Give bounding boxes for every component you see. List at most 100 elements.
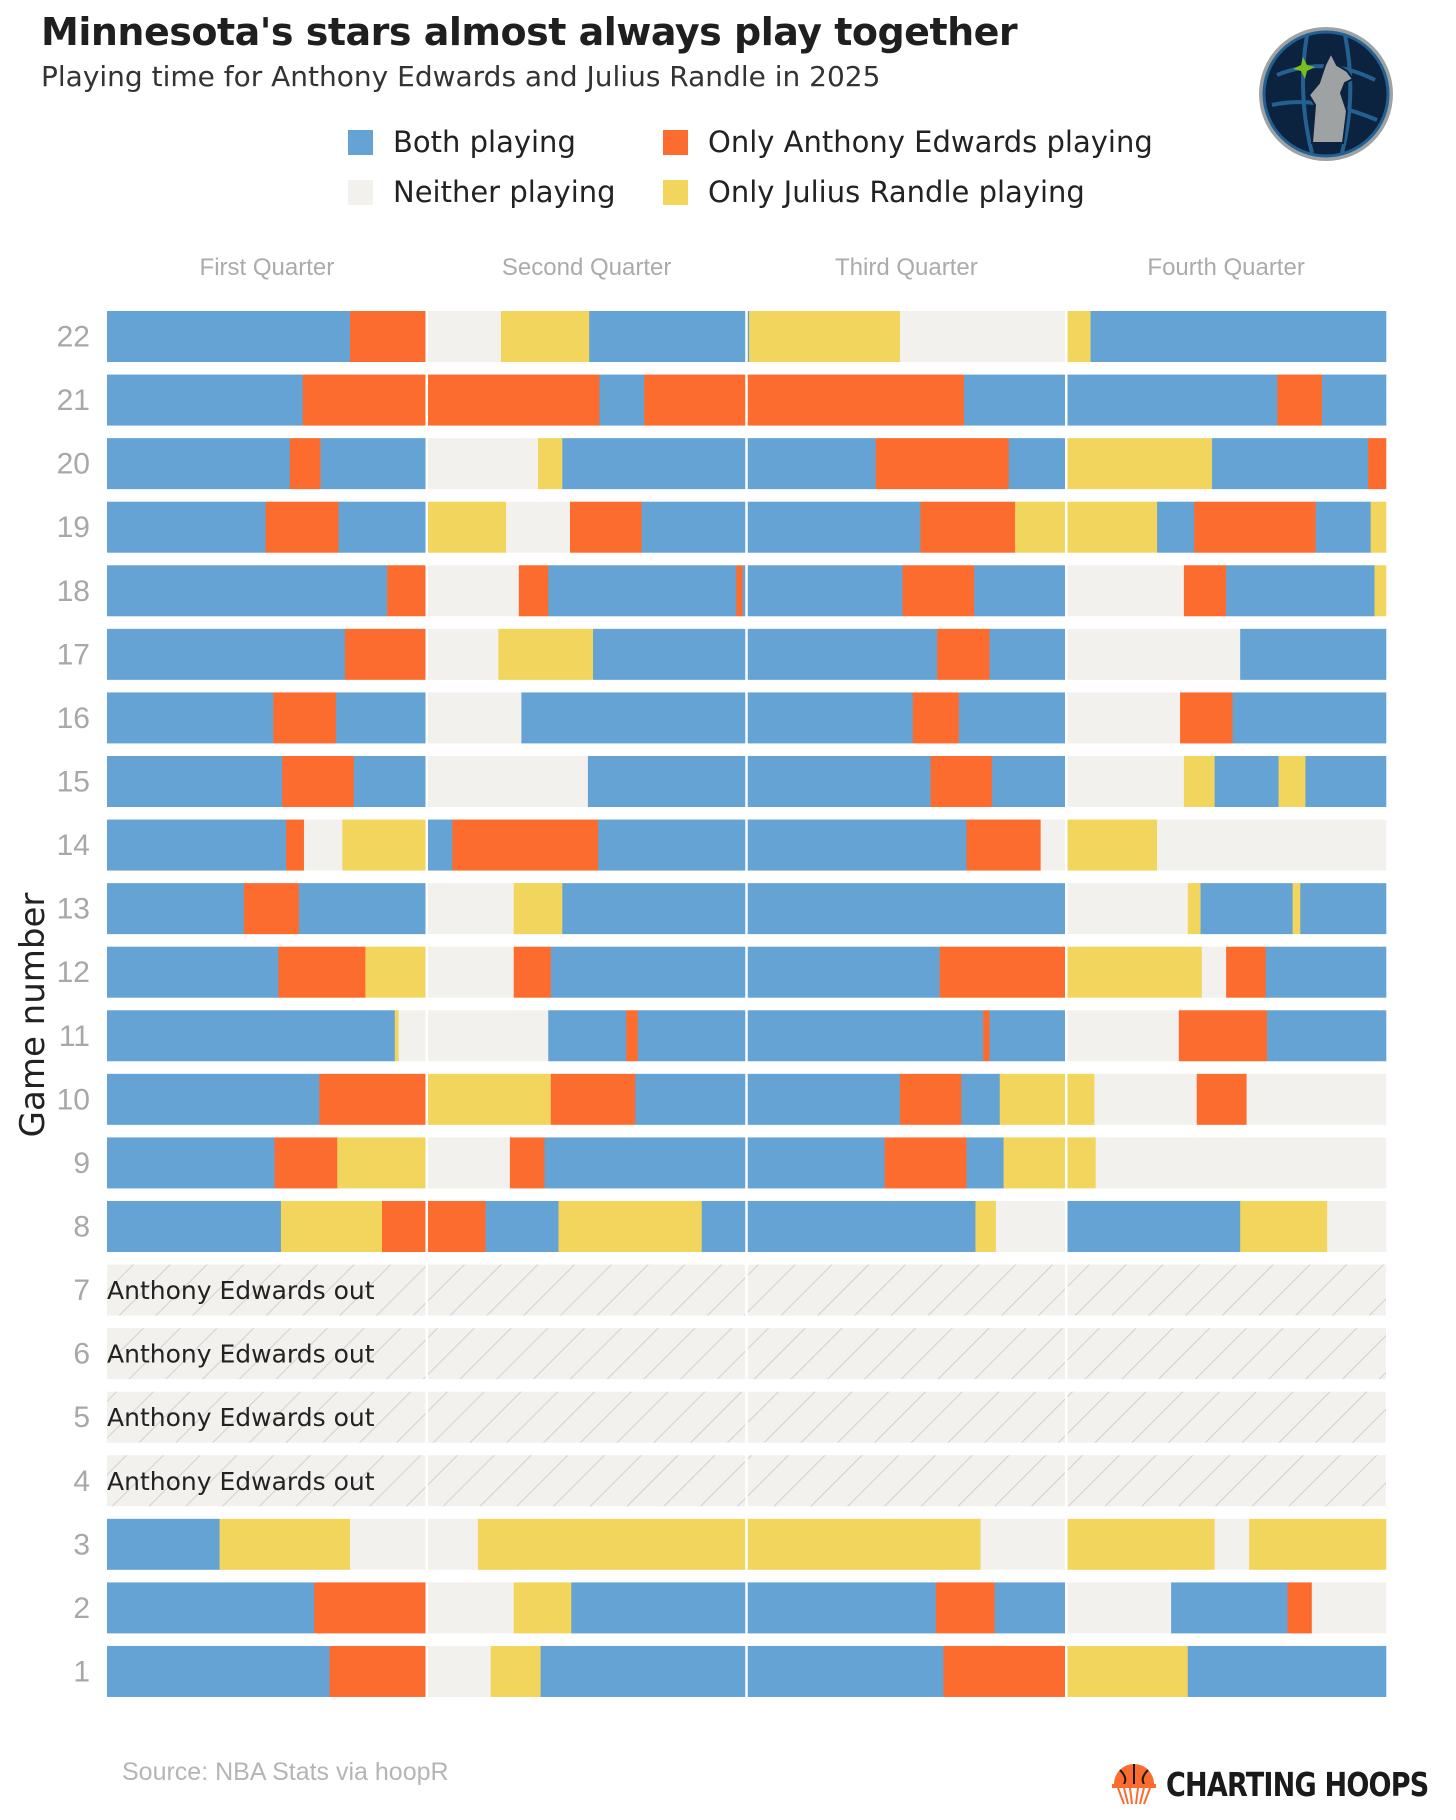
segment-N [426, 755, 589, 807]
segment-E [314, 1582, 428, 1634]
segment-B [1090, 311, 1387, 362]
segment-E [278, 946, 366, 998]
segment-B [540, 1645, 944, 1697]
legend-label-only-randle: Only Julius Randle playing [708, 175, 1085, 209]
segment-E [902, 565, 975, 617]
segment-R [1066, 1518, 1215, 1570]
segment-R [1370, 501, 1387, 553]
segment-E [1183, 565, 1227, 617]
segment-N [1066, 565, 1185, 617]
segment-N [1311, 1582, 1387, 1634]
segment-N [1066, 883, 1189, 935]
segment-E [626, 1010, 639, 1062]
segment-N [398, 1010, 549, 1062]
game-number-label: 20 [57, 448, 90, 481]
segment-R [1183, 755, 1215, 807]
segment-E [243, 883, 300, 935]
segment-N [1327, 1200, 1387, 1252]
segment-N [426, 1137, 511, 1189]
segment-B [989, 1010, 1067, 1062]
segment-B [107, 1645, 330, 1697]
segment-B [989, 628, 1067, 680]
segment-R [1066, 946, 1203, 998]
segment-N [1066, 628, 1241, 680]
segment-B [1305, 755, 1387, 807]
quarter-label: Second Quarter [502, 254, 671, 281]
segment-N [426, 1582, 515, 1634]
out-label: Anthony Edwards out [107, 1276, 375, 1305]
segment-B [107, 755, 283, 807]
segment-B [1066, 1200, 1241, 1252]
out-label: Anthony Edwards out [107, 1403, 375, 1432]
segment-B [587, 755, 931, 807]
game-number-label: 9 [73, 1147, 90, 1180]
segment-N [1040, 819, 1067, 871]
segment-N [1246, 1073, 1387, 1125]
segment-N [303, 819, 343, 871]
segment-E [329, 1645, 428, 1697]
segment-R [490, 1645, 541, 1697]
segment-B [992, 755, 1067, 807]
segment-E [289, 438, 321, 490]
segment-R [1292, 883, 1301, 935]
game-number-label: 5 [73, 1401, 90, 1434]
segment-R [426, 1073, 552, 1125]
segment-B [544, 1137, 885, 1189]
game-number-label: 22 [57, 321, 90, 354]
game-number-label: 15 [57, 765, 90, 798]
segment-E [518, 565, 549, 617]
legend-swatch-neither [348, 179, 373, 205]
game-number-label: 3 [73, 1528, 90, 1561]
segment-E [273, 692, 337, 744]
game-number-label: 10 [57, 1083, 90, 1116]
segment-R [426, 501, 507, 553]
segment-B [1212, 438, 1369, 490]
game-number-label: 14 [57, 829, 90, 862]
segment-B [562, 438, 876, 490]
segment-B [107, 692, 274, 744]
legend-label-only-edwards: Only Anthony Edwards playing [708, 125, 1153, 159]
segment-N [350, 1518, 479, 1570]
segment-E [1180, 692, 1233, 744]
segment-B [1008, 438, 1067, 490]
legend-swatch-only-edwards [663, 129, 688, 155]
segment-B [107, 374, 303, 426]
segment-B [107, 1200, 282, 1252]
game-number-label: 17 [57, 638, 90, 671]
segment-N [1201, 946, 1227, 998]
quarter-label: First Quarter [200, 254, 335, 281]
segment-B [1322, 374, 1387, 426]
segment-B [1232, 692, 1387, 744]
segment-B [107, 311, 351, 362]
segment-E [1178, 1010, 1268, 1062]
segment-R [280, 1200, 383, 1252]
segment-E [899, 1073, 962, 1125]
chart-title: Minnesota's stars almost always play tog… [41, 10, 1018, 54]
segment-R [975, 1200, 997, 1252]
segment-R [558, 1200, 703, 1252]
segment-B [426, 819, 453, 871]
game-number-label: 19 [57, 511, 90, 544]
out-label: Anthony Edwards out [107, 1340, 375, 1369]
legend-swatch-both [348, 129, 373, 155]
segment-B [107, 1518, 220, 1570]
game-number-label: 4 [73, 1465, 90, 1498]
segment-B [963, 374, 1278, 426]
segment-R [1003, 1137, 1096, 1189]
segment-E [452, 819, 599, 871]
segment-B [107, 628, 346, 680]
segment-E [937, 628, 990, 680]
segment-E [509, 1137, 545, 1189]
game-number-label: 7 [73, 1274, 90, 1307]
segment-B [1200, 883, 1293, 935]
legend-label-both: Both playing [393, 125, 576, 159]
segment-R [538, 438, 563, 490]
legend-swatch-only-randle [663, 179, 688, 205]
segment-R [1278, 755, 1306, 807]
segment-B [1171, 1582, 1288, 1634]
game-number-label: 2 [73, 1592, 90, 1625]
segment-B [107, 819, 287, 871]
segment-N [995, 1200, 1067, 1252]
game-number-label: 16 [57, 702, 90, 735]
segment-N [1095, 1137, 1387, 1189]
